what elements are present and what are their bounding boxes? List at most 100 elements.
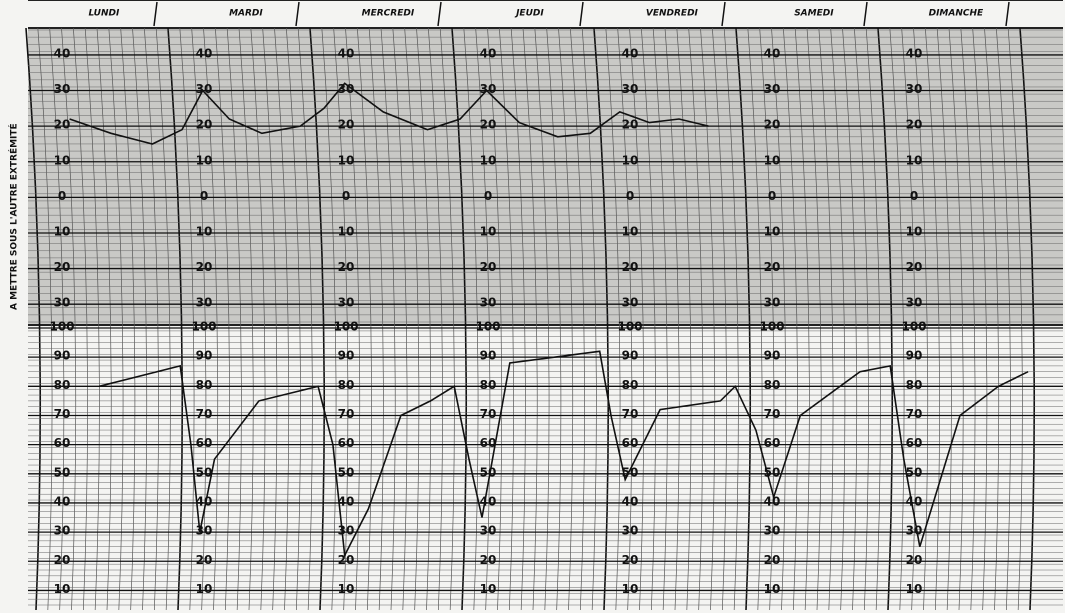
hour-arc [238, 27, 254, 611]
hour-arc [380, 27, 396, 611]
y-tick-label: 10 [622, 224, 639, 238]
y-tick-label: 40 [480, 46, 497, 60]
hour-arc [167, 27, 184, 611]
hour-arc [711, 27, 727, 611]
hour-arc [356, 27, 372, 611]
hour-arc [61, 27, 77, 611]
day-label: JEUDI [514, 9, 544, 19]
y-tick-label: 20 [338, 553, 355, 567]
hour-arc [416, 27, 432, 611]
y-tick-label: 20 [906, 118, 923, 132]
day-divider [437, 1, 442, 27]
y-tick-label: 90 [622, 349, 639, 363]
y-tick-label: 20 [480, 553, 497, 567]
hour-arc [889, 27, 905, 611]
y-tick-label: 20 [906, 260, 923, 274]
y-tick-label: 10 [622, 153, 639, 167]
hour-arc [877, 27, 894, 611]
y-tick-label: 30 [906, 82, 923, 96]
y-tick-label: 20 [54, 260, 71, 274]
y-tick-label: 10 [622, 582, 639, 596]
y-tick-label: 40 [480, 494, 497, 508]
y-tick-label: 30 [906, 524, 923, 538]
hour-arc [143, 27, 159, 611]
y-tick-label: 10 [480, 153, 497, 167]
y-tick-label: 20 [338, 118, 355, 132]
y-tick-label: 30 [622, 82, 639, 96]
y-tick-label: 60 [622, 436, 639, 450]
y-tick-label: 30 [196, 296, 213, 310]
y-tick-label: 70 [338, 407, 355, 421]
y-tick-label: 20 [906, 553, 923, 567]
y-tick-label: 20 [54, 118, 71, 132]
y-tick-label: 60 [196, 436, 213, 450]
hour-arc [558, 27, 574, 611]
hour-arc [605, 27, 621, 611]
y-tick-label: 30 [196, 524, 213, 538]
y-tick-label: 0 [484, 189, 492, 203]
hour-arc [49, 27, 65, 611]
hour-arc [640, 27, 656, 611]
y-tick-label: 60 [480, 436, 497, 450]
hour-arc [735, 27, 752, 611]
y-tick-label: 40 [622, 46, 639, 60]
day-label: SAMEDI [794, 9, 834, 19]
y-tick-label: 20 [764, 260, 781, 274]
day-label: MARDI [229, 9, 263, 19]
y-tick-label: 10 [338, 224, 355, 238]
y-tick-label: 100 [333, 320, 358, 334]
hour-arc [427, 27, 443, 611]
y-tick-label: 20 [196, 118, 213, 132]
y-tick-label: 20 [622, 553, 639, 567]
y-tick-label: 50 [338, 465, 355, 479]
y-tick-label: 70 [196, 407, 213, 421]
y-tick-label: 20 [480, 118, 497, 132]
hour-arc [652, 27, 668, 611]
hour-arc [984, 27, 1000, 611]
hour-arc [510, 27, 526, 611]
hour-arc [534, 27, 550, 611]
hour-arc [37, 27, 53, 611]
day-label: VENDREDI [646, 9, 699, 19]
hour-arc [392, 27, 408, 611]
y-tick-label: 20 [622, 260, 639, 274]
y-tick-label: 80 [54, 378, 71, 392]
y-tick-label: 100 [475, 320, 500, 334]
side-label: A METTRE SOUS L'AUTRE EXTRÉMITÉ [8, 123, 20, 310]
y-tick-label: 40 [54, 494, 71, 508]
hour-arc [274, 27, 290, 611]
y-tick-label: 50 [54, 465, 71, 479]
y-tick-label: 10 [196, 224, 213, 238]
y-tick-label: 0 [58, 189, 66, 203]
y-tick-label: 20 [764, 553, 781, 567]
y-tick-label: 30 [338, 524, 355, 538]
y-tick-label: 30 [54, 82, 71, 96]
hour-arc [688, 27, 704, 611]
y-tick-label: 70 [54, 407, 71, 421]
y-tick-label: 20 [338, 260, 355, 274]
y-tick-label: 10 [764, 224, 781, 238]
hour-arc [901, 27, 917, 611]
y-tick-label: 40 [622, 494, 639, 508]
y-tick-label: 60 [764, 436, 781, 450]
y-tick-label: 40 [764, 46, 781, 60]
hour-arc [913, 27, 929, 611]
y-tick-label: 30 [196, 82, 213, 96]
y-tick-label: 100 [191, 320, 216, 334]
y-tick-label: 40 [906, 494, 923, 508]
y-tick-label: 30 [622, 296, 639, 310]
y-tick-label: 80 [906, 378, 923, 392]
y-tick-label: 0 [200, 189, 208, 203]
hour-arc [487, 27, 503, 611]
hour-arc [806, 27, 822, 611]
y-tick-label: 80 [622, 378, 639, 392]
hour-arc [1007, 27, 1023, 611]
trace [99, 350, 1029, 559]
y-tick-label: 90 [338, 349, 355, 363]
y-tick-label: 30 [906, 296, 923, 310]
y-tick-label: 50 [906, 465, 923, 479]
y-tick-label: 10 [764, 153, 781, 167]
hour-arc [569, 27, 585, 611]
hour-arc [593, 27, 610, 611]
hour-arc [309, 27, 326, 611]
